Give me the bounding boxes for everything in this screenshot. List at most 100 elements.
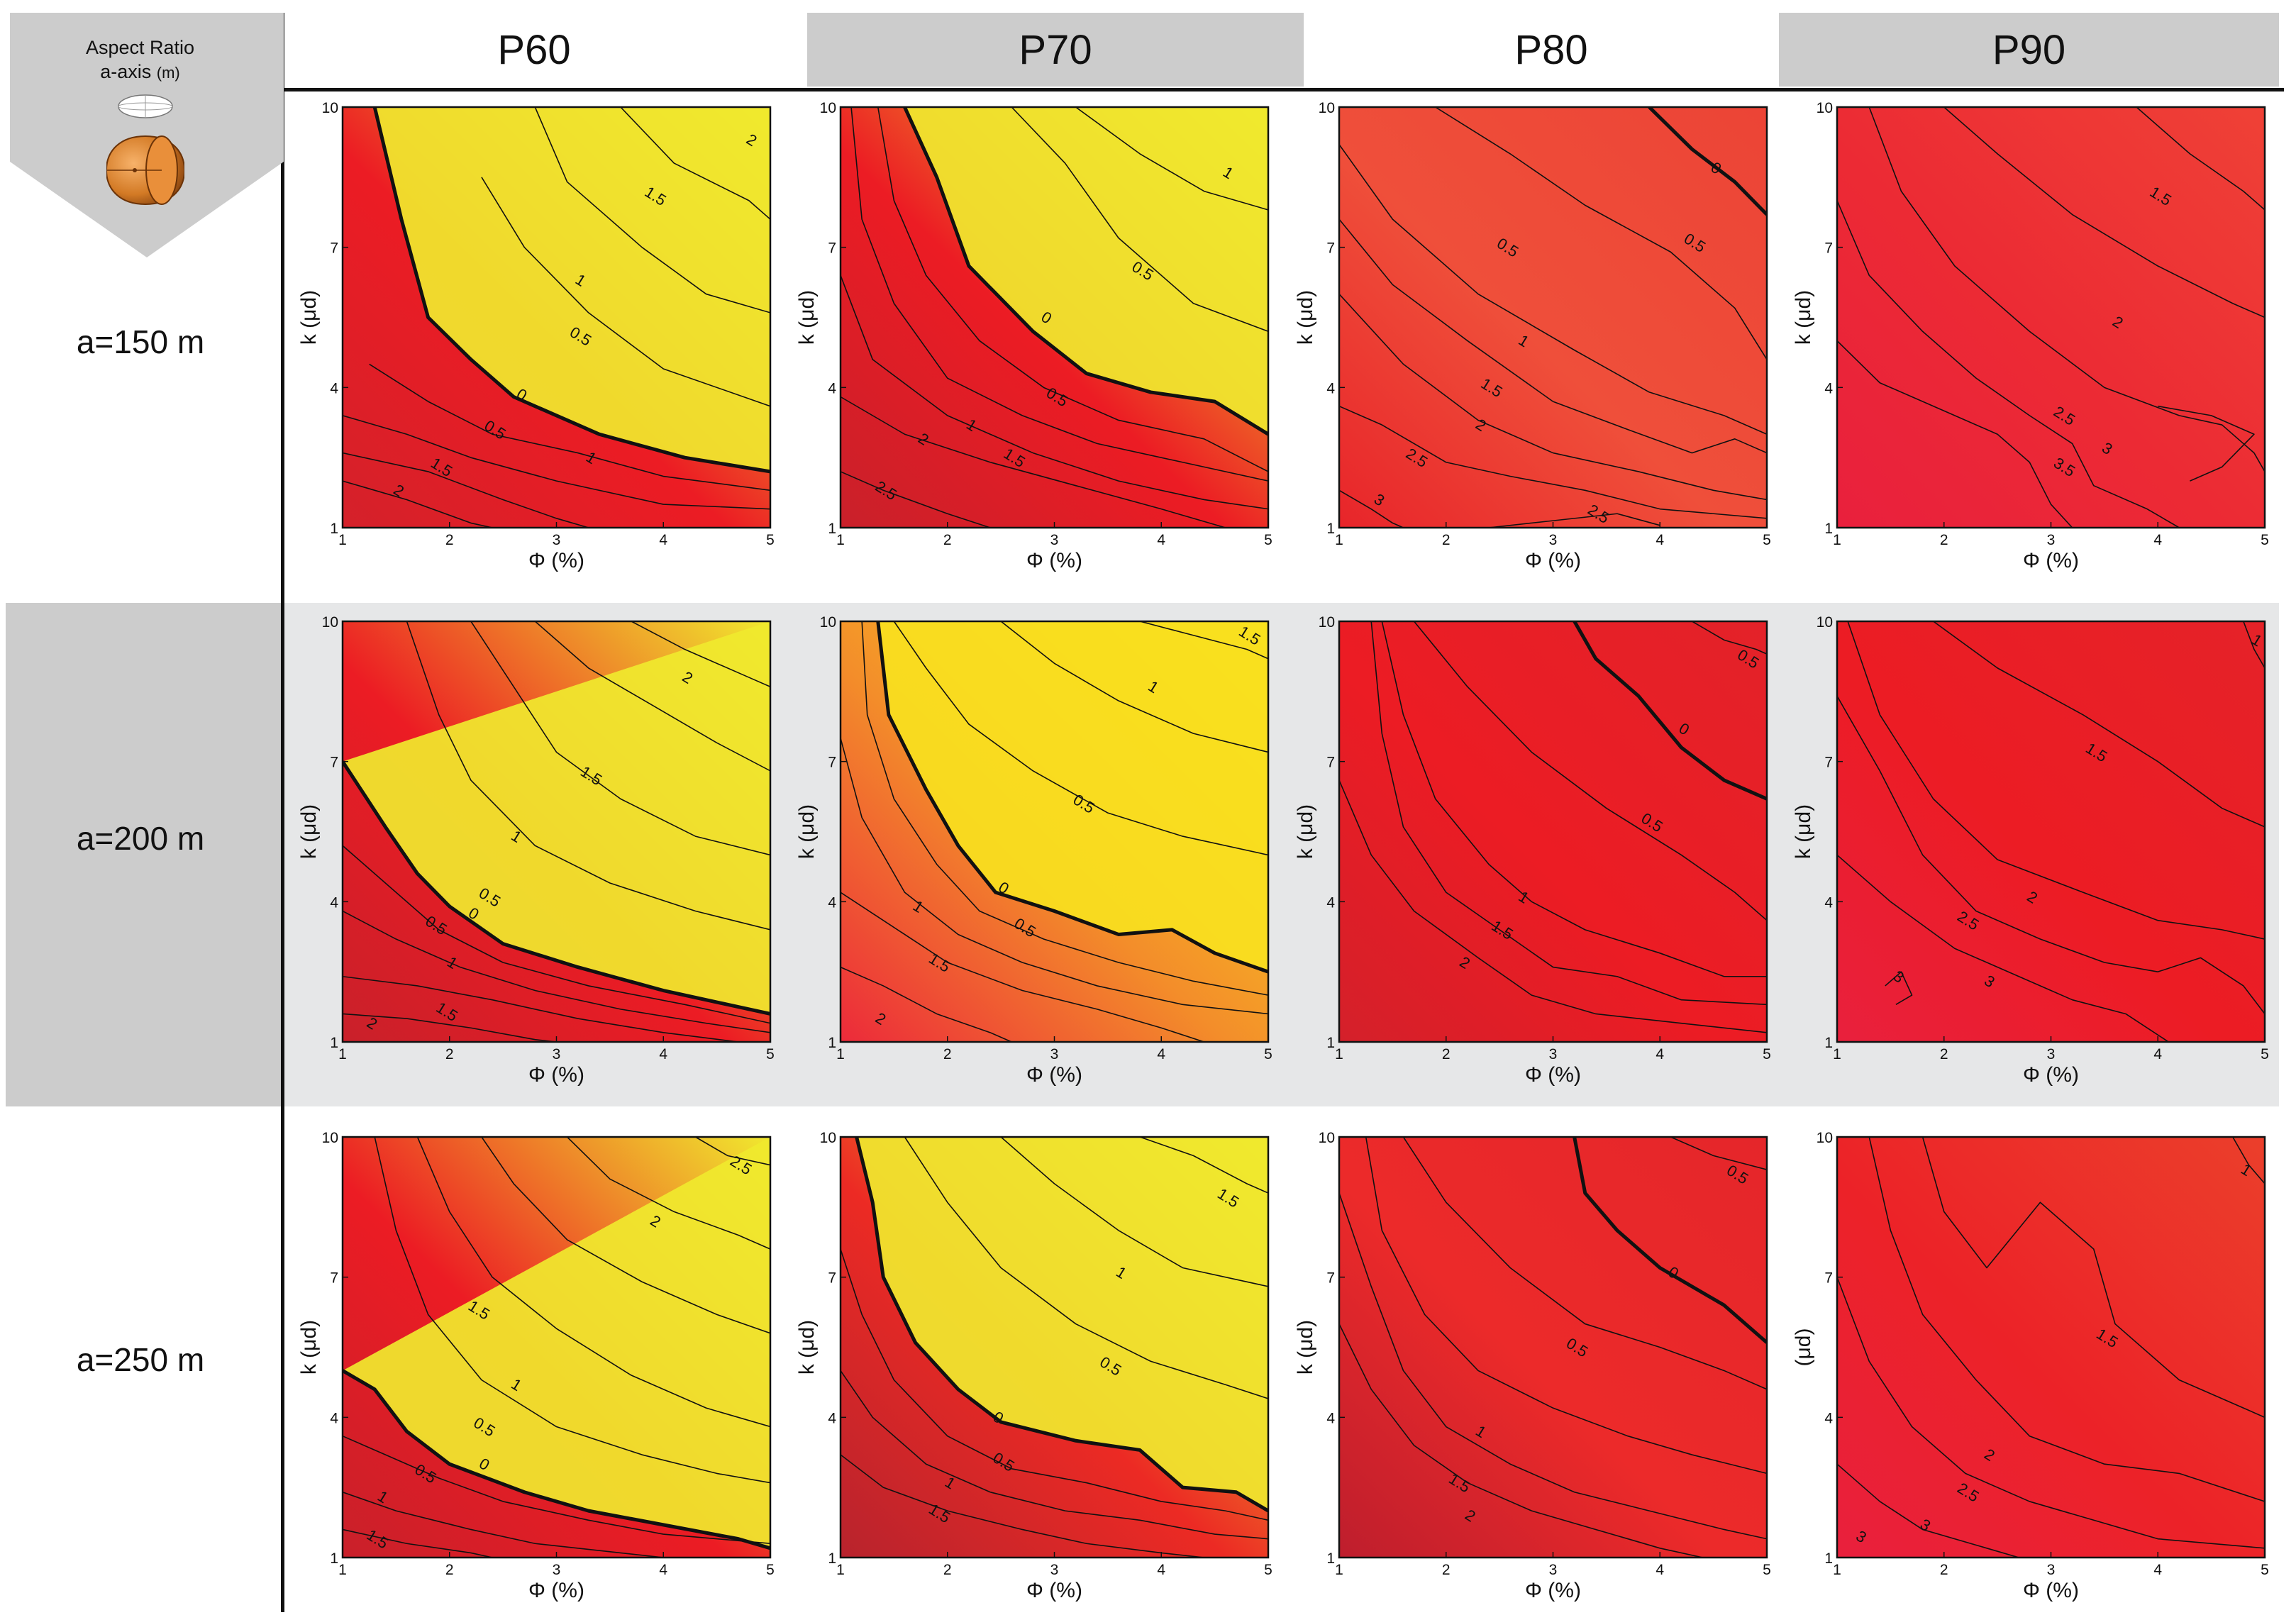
y-tick-label: 10 [820,1130,836,1146]
x-axis-label: Φ (%) [528,1063,584,1087]
contour-line-0 [876,621,1268,974]
contour-line-1 [534,107,770,313]
x-tick-label: 5 [1264,1046,1272,1062]
y-tick-label: 7 [1326,755,1335,771]
column-header-p90: P90 [1779,13,2279,87]
x-tick-label: 3 [1050,1046,1059,1062]
contour-line-1 [416,1137,770,1428]
contour-line-0-5 [343,845,770,1024]
x-tick-label: 3 [1549,1046,1558,1062]
contour-line-0-5 [877,107,1268,472]
x-tick-label: 3 [553,1046,561,1062]
x-tick-label: 4 [1656,1046,1664,1062]
contour-line-1-5 [620,107,770,220]
y-tick-label: 7 [828,1270,836,1287]
panel-background [1837,107,2265,528]
y-tick-label: 1 [330,1550,338,1567]
contour-line-1-5 [343,452,589,528]
contour-line-0-5 [1692,621,1767,655]
contour-line-2-5 [1868,107,2265,472]
x-tick-label: 3 [553,532,561,548]
x-tick-label: 1 [1833,1046,1841,1062]
row-label-box-a200 [6,603,284,1106]
y-tick-label: 4 [1824,1410,1833,1426]
ellipsoid-icon [118,94,173,118]
contour-line-0-5 [893,621,1268,856]
contour-line-1 [2243,621,2265,669]
contour-line-1-5 [1339,218,1767,454]
x-tick-label: 5 [2261,532,2269,548]
x-tick-label: 3 [1050,1562,1059,1578]
x-tick-label: 4 [659,1562,667,1578]
y-axis-label: k (μd) [1294,804,1317,859]
x-axis-label: Φ (%) [1026,549,1082,572]
contour-line-1-5 [841,274,1268,510]
x-axis-label: Φ (%) [1026,1579,1082,1602]
y-tick-label: 10 [1817,614,1833,631]
y-tick-label: 10 [1319,100,1335,116]
x-axis-label: Φ (%) [528,1579,584,1602]
y-tick-label: 10 [820,614,836,631]
panel-background [1339,621,1767,1042]
contour-line-0-5 [1402,1137,1767,1390]
contour-line-1-5 [1933,621,2265,828]
column-header-p70: P70 [807,13,1304,87]
contour-line-2 [567,1137,770,1250]
y-tick-label: 1 [828,1035,836,1051]
x-tick-label: 2 [1940,532,1948,548]
x-tick-label: 4 [2153,1562,2162,1578]
x-tick-label: 5 [2261,1046,2269,1062]
y-tick-label: 4 [1326,894,1335,911]
contour-line-0-5 [1413,621,1767,921]
contour-line-0-5 [369,363,770,492]
contour-line-0-5 [1435,107,1767,360]
x-tick-label: 3 [2047,532,2056,548]
legend-box [10,13,284,257]
x-tick-label: 2 [1940,1046,1948,1062]
contour-line-3 [1885,971,1913,1005]
x-tick-label: 1 [836,532,845,548]
contour-line-2-5 [1837,696,2265,1014]
contour-line-0 [903,107,1268,436]
contour-line-1-5 [1139,1137,1268,1194]
x-axis-label: Φ (%) [1026,1063,1082,1087]
zero-contour-region [856,1137,1268,1511]
contour-line-1 [1365,1137,1767,1475]
contour-line-0-5 [406,621,770,931]
x-tick-label: 3 [2047,1046,2056,1062]
contour-line-0-5 [374,1137,770,1484]
contour-line-0 [372,107,770,474]
legend-axis: a-axis (m) [7,60,273,85]
column-header-p80: P80 [1514,26,1588,73]
x-tick-label: 3 [1050,532,1059,548]
x-tick-label: 4 [1656,1562,1664,1578]
contour-line-0-5 [904,1137,1268,1399]
y-tick-label: 1 [330,1035,338,1051]
contour-line-2-5 [841,471,991,528]
contour-line-1 [850,107,1268,482]
x-tick-label: 1 [836,1562,845,1578]
contour-line-0 [1573,621,1767,801]
x-tick-label: 2 [445,532,454,548]
y-tick-label: 10 [322,614,338,631]
y-tick-label: 7 [1326,1270,1335,1287]
y-tick-label: 1 [828,521,836,537]
y-tick-label: 4 [1326,380,1335,396]
contour-line-2-5 [1488,513,1660,528]
x-tick-label: 2 [1442,1562,1451,1578]
contour-line-1-5 [481,1137,770,1334]
y-tick-label: 4 [330,380,338,396]
contour-line-1-5 [2136,107,2265,211]
x-axis-label: Φ (%) [528,549,584,572]
zero-contour-region [343,1137,770,1548]
y-tick-label: 7 [828,755,836,771]
legend-axis-unit: (m) [156,64,180,82]
y-axis-label: k (μd) [1792,290,1815,345]
zero-contour-region [877,621,1268,972]
